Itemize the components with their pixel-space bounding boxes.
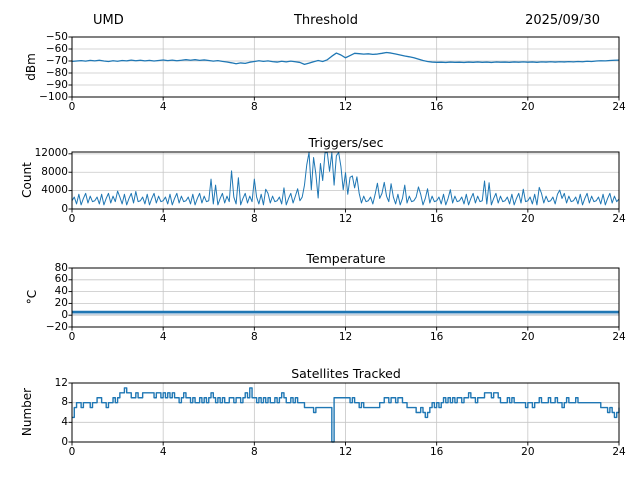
x-tick-label: 8	[250, 446, 258, 458]
x-tick-label: 0	[68, 331, 76, 343]
y-tick-label: 60	[54, 273, 68, 286]
x-tick-label: 24	[612, 101, 626, 113]
y-tick-label: 0	[61, 435, 68, 448]
x-tick-label: 12	[338, 101, 353, 113]
y-tick-label: 4	[61, 415, 68, 428]
y-tick-label: 4000	[41, 184, 68, 197]
y-tick-label: −20	[45, 320, 68, 333]
x-tick-label: 12	[338, 446, 353, 458]
x-tick-label: 4	[159, 101, 167, 113]
y-tick-label: −70	[45, 54, 68, 67]
chart-title-temperature: Temperature	[306, 251, 386, 266]
date-label: 2025/09/30	[525, 13, 600, 28]
x-tick-label: 8	[250, 331, 258, 343]
y-tick-label: 40	[54, 285, 68, 298]
x-tick-label: 24	[612, 446, 626, 458]
y-tick-label: 80	[54, 261, 68, 274]
y-tick-label: 12	[54, 376, 68, 389]
x-tick-label: 16	[429, 331, 444, 343]
y-tick-label: 12000	[34, 147, 68, 160]
x-tick-label: 20	[521, 331, 535, 343]
x-tick-label: 16	[429, 101, 444, 113]
x-tick-label: 16	[429, 213, 444, 225]
x-tick-label: 12	[338, 331, 353, 343]
x-tick-label: 20	[521, 446, 535, 458]
x-tick-label: 20	[521, 101, 535, 113]
y-tick-label: −100	[39, 90, 68, 103]
x-tick-label: 0	[68, 101, 76, 113]
x-tick-label: 0	[68, 213, 76, 225]
x-tick-label: 24	[612, 331, 626, 343]
y-tick-label: 20	[54, 296, 68, 309]
x-tick-label: 16	[429, 446, 444, 458]
y-tick-label: 0	[61, 308, 68, 321]
y-tick-label: −90	[45, 78, 68, 91]
x-tick-label: 24	[612, 213, 626, 225]
y-tick-label: 8000	[41, 165, 68, 178]
y-axis-label-number: Number	[20, 387, 34, 437]
x-tick-label: 12	[338, 213, 353, 225]
x-tick-label: 4	[159, 331, 167, 343]
y-tick-label: −80	[45, 66, 68, 79]
y-tick-label: −50	[45, 30, 68, 43]
chart-title-triggers: Triggers/sec	[308, 135, 384, 150]
y-tick-label: 0	[61, 202, 68, 215]
y-tick-label: 8	[61, 396, 68, 409]
chart-title-satellites: Satellites Tracked	[291, 366, 401, 381]
x-tick-label: 8	[250, 101, 258, 113]
x-tick-label: 20	[521, 213, 535, 225]
x-tick-label: 0	[68, 446, 76, 458]
y-tick-label: −60	[45, 42, 68, 55]
station-label: UMD	[93, 13, 124, 28]
chart-title-threshold: Threshold	[293, 13, 359, 28]
x-tick-label: 4	[159, 213, 167, 225]
x-tick-label: 4	[159, 446, 167, 458]
x-tick-label: 8	[250, 213, 258, 225]
